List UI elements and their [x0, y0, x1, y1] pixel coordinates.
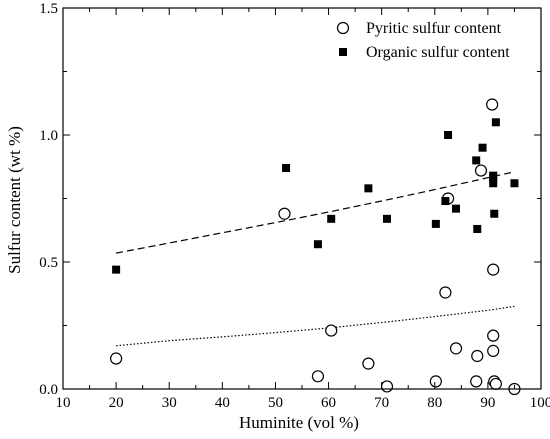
pyritic-sulfur-point — [380, 380, 394, 393]
x-tick-label: 50 — [268, 395, 283, 411]
pyritic-sulfur-point — [470, 375, 483, 388]
organic-sulfur-point — [491, 118, 500, 127]
pyritic-sulfur-point — [278, 207, 291, 220]
organic-sulfur-point — [444, 131, 453, 139]
organic-sulfur-point — [489, 174, 498, 183]
organic-sulfur-point — [452, 204, 461, 213]
plot-frame — [62, 7, 542, 390]
organic-sulfur-point — [441, 197, 450, 206]
legend-open-circle-marker — [336, 21, 350, 35]
x-tick-label: 100 — [530, 395, 550, 411]
organic-sulfur-trendline — [115, 171, 515, 254]
pyritic-sulfur-point — [110, 352, 123, 365]
y-tick-label: 1.0 — [39, 128, 58, 144]
pyritic-sulfur-point — [487, 263, 500, 276]
organic-sulfur-point — [472, 156, 481, 165]
axes: 10 20 30 40 50 60 70 80 90 100 0.0 0.5 1.0 1.5 — [39, 1, 550, 411]
legend-filled-square-marker — [339, 48, 347, 56]
pyritic-sulfur-point — [449, 342, 463, 355]
pyritic-sulfur-point — [487, 329, 500, 342]
pyritic-sulfur-point — [474, 164, 488, 177]
organic-sulfur-point — [282, 164, 291, 173]
organic-sulfur-point — [382, 214, 391, 223]
organic-sulfur-point — [327, 214, 336, 223]
pyritic-sulfur-point — [429, 375, 442, 388]
y-tick-label: 0.0 — [39, 382, 58, 398]
organic-sulfur-point — [478, 143, 487, 152]
x-tick-label: 20 — [109, 395, 124, 411]
pyritic-sulfur-trendline — [116, 305, 515, 347]
pyritic-sulfur-point — [471, 349, 484, 363]
legend-label: Organic sulfur content — [366, 44, 510, 61]
pyritic-sulfur-point — [362, 357, 375, 370]
legend: Pyritic sulfur content Organic sulfur con… — [336, 20, 510, 61]
organic-sulfur-point — [473, 224, 482, 233]
pyritic-sulfur-point — [487, 344, 500, 357]
organic-sulfur-point — [490, 209, 499, 218]
pyritic-sulfur-point — [439, 286, 452, 299]
x-tick-label: 10 — [56, 395, 71, 411]
legend-label: Pyritic sulfur content — [366, 20, 502, 37]
pyritic-sulfur-point — [489, 377, 502, 391]
organic-sulfur-point — [364, 184, 373, 193]
y-tick-label: 0.5 — [39, 255, 58, 271]
pyritic-sulfur-point — [325, 324, 338, 337]
pyritic-sulfur-point — [311, 370, 325, 383]
y-axis-label: Sulfur content (wt %) — [5, 126, 24, 274]
organic-sulfur-point — [431, 219, 440, 228]
organic-sulfur-point — [313, 240, 322, 249]
x-tick-label: 70 — [374, 395, 389, 411]
x-tick-label: 60 — [321, 395, 336, 411]
x-tick-label: 90 — [480, 395, 495, 411]
pyritic-sulfur-point — [486, 98, 499, 111]
organic-sulfur-point — [489, 179, 498, 188]
x-axis-label: Huminite (vol %) — [239, 413, 359, 432]
organic-sulfur-point — [510, 179, 519, 188]
x-tick-label: 40 — [215, 395, 230, 411]
plot-marks — [110, 98, 521, 396]
x-tick-label: 30 — [162, 395, 177, 411]
organic-sulfur-point — [112, 265, 121, 274]
x-tick-label: 80 — [427, 395, 442, 411]
y-tick-label: 1.5 — [39, 1, 58, 17]
